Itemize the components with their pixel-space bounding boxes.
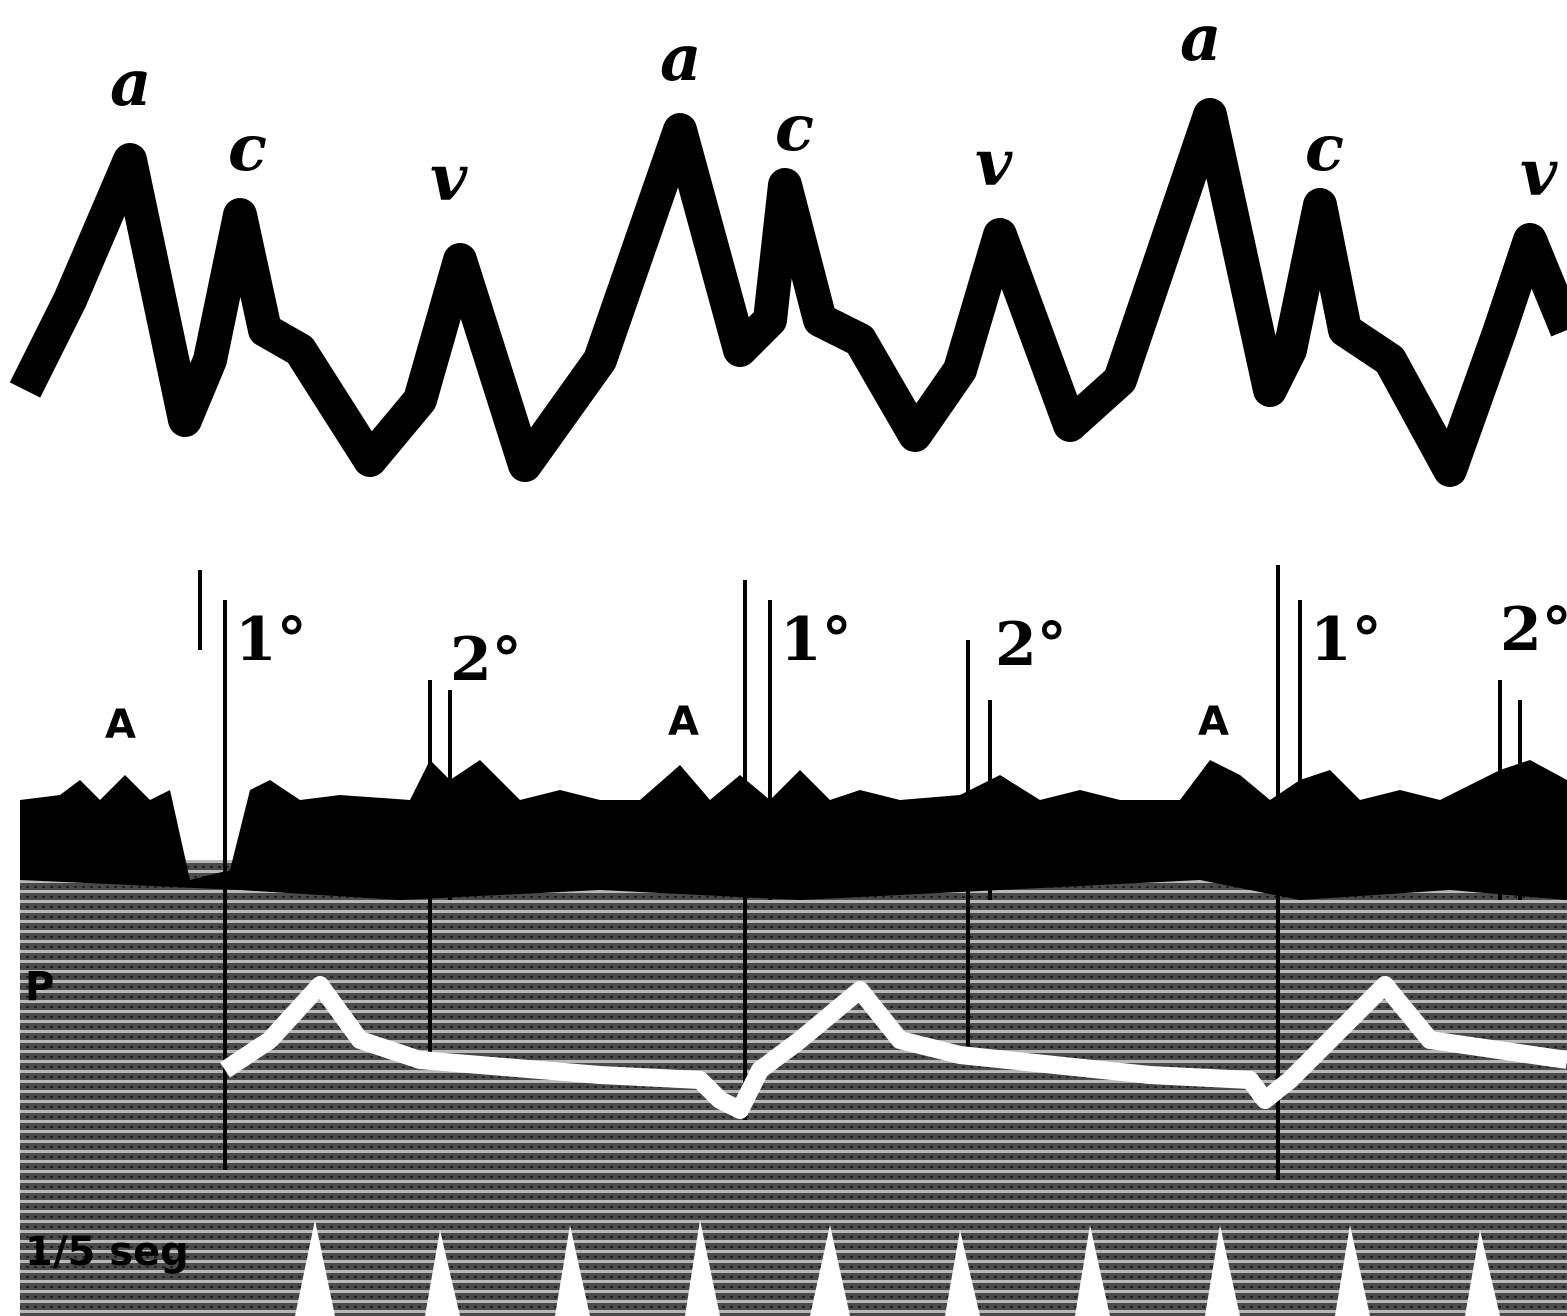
wave-label: a (660, 21, 701, 96)
sound-label: A (668, 699, 699, 745)
sound-label: A (1198, 699, 1229, 745)
wave-label: v (1520, 136, 1558, 211)
wave-label: v (430, 141, 468, 216)
page: {"jugular_trace": {"labels": ["a", "c", … (0, 0, 1567, 1316)
sound-label: 2° (1500, 595, 1567, 665)
wave-label: c (228, 111, 267, 186)
sound-label: 2° (995, 610, 1067, 680)
time-label: 1/5 seg (25, 1229, 189, 1275)
sound-label: 2° (450, 625, 522, 695)
wave-label: c (775, 91, 814, 166)
wave-label: v (975, 126, 1013, 201)
sound-label: 1° (1310, 605, 1382, 675)
sound-label: 1° (780, 605, 852, 675)
ecg-label: P (25, 964, 54, 1010)
wave-label: a (110, 46, 151, 121)
wave-label: c (1305, 111, 1344, 186)
tracing: a c v a c v a c v A 1° 2° A 1° 2° A 1° 2… (0, 0, 1567, 1316)
sound-label: 1° (235, 605, 307, 675)
sound-label: A (105, 702, 136, 748)
wave-label: a (1180, 1, 1221, 76)
recording-band (20, 860, 1567, 1316)
